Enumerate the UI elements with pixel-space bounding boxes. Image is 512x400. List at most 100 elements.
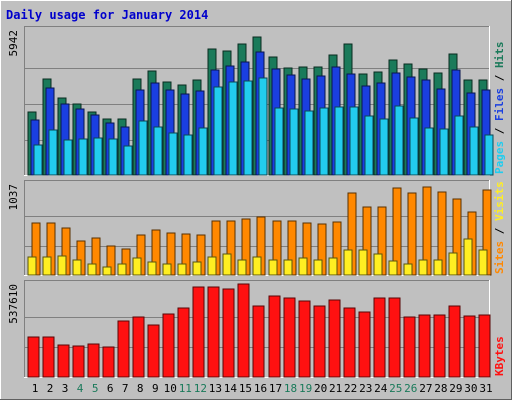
bar-sites-day-13 (207, 256, 217, 276)
bar-sites-day-21 (328, 257, 338, 276)
bar-pages-day-22 (349, 106, 359, 176)
bar-pages-day-26 (409, 117, 419, 176)
bar-pages-day-19 (304, 110, 314, 176)
x-tick-label-day-11: 11 (179, 382, 192, 395)
bar-kbytes-day-23 (358, 311, 371, 378)
bar-pages-day-11 (183, 134, 193, 176)
x-tick-label-day-9: 9 (152, 382, 159, 395)
bar-sites-day-29 (448, 252, 458, 276)
x-tick-label-day-22: 22 (344, 382, 357, 395)
x-tick-label-day-6: 6 (107, 382, 114, 395)
bar-sites-day-9 (147, 261, 157, 276)
bar-kbytes-day-5 (87, 343, 100, 378)
bar-kbytes-day-17 (268, 295, 281, 378)
bar-pages-day-28 (439, 128, 449, 176)
bar-sites-day-14 (222, 253, 232, 276)
x-tick-label-day-18: 18 (284, 382, 297, 395)
x-tick-label-day-29: 29 (449, 382, 462, 395)
panel-2-ymax-label: 1037 (7, 184, 20, 211)
bar-pages-day-31 (484, 134, 494, 176)
panel-visits-sites: 1037 Sites / Visits (7, 180, 506, 276)
x-tick-label-day-7: 7 (122, 382, 129, 395)
panel-kbytes: 537610 KBytes (7, 280, 506, 378)
bar-visits-day-26 (407, 192, 417, 276)
bar-pages-day-2 (48, 129, 58, 176)
bar-sites-day-12 (192, 261, 202, 276)
panel-1-series-label: Pages / Files / Hits (493, 42, 506, 175)
bar-sites-day-15 (237, 259, 247, 276)
bar-kbytes-day-2 (42, 336, 55, 378)
x-tick-label-day-5: 5 (92, 382, 99, 395)
panel-2-series-label: Sites / Visits (493, 181, 506, 274)
bar-kbytes-day-10 (162, 313, 175, 378)
bar-sites-day-4 (72, 259, 82, 276)
x-tick-label-day-12: 12 (194, 382, 207, 395)
bar-sites-day-23 (358, 249, 368, 276)
bar-kbytes-day-26 (403, 316, 416, 378)
chart-title: Daily usage for January 2014 (6, 8, 208, 22)
bar-kbytes-day-27 (418, 314, 431, 378)
x-tick-label-day-30: 30 (464, 382, 477, 395)
bar-pages-day-20 (319, 107, 329, 176)
bar-pages-day-5 (93, 137, 103, 176)
bar-sites-day-1 (27, 256, 37, 276)
x-tick-label-day-16: 16 (254, 382, 267, 395)
bar-sites-day-19 (298, 257, 308, 276)
x-tick-label-day-1: 1 (32, 382, 39, 395)
bar-kbytes-day-13 (207, 286, 220, 378)
bar-sites-day-11 (177, 263, 187, 276)
bar-kbytes-day-22 (343, 307, 356, 378)
bar-pages-day-24 (379, 118, 389, 176)
panel-1-ymax-label: 5942 (7, 30, 20, 57)
bar-kbytes-day-4 (72, 345, 85, 378)
x-tick-label-day-24: 24 (374, 382, 388, 395)
x-tick-label-day-20: 20 (314, 382, 327, 395)
bar-kbytes-day-25 (388, 297, 401, 378)
bar-pages-day-12 (198, 127, 208, 176)
x-tick-label-day-17: 17 (269, 382, 282, 395)
x-tick-label-day-4: 4 (77, 382, 84, 395)
bar-sites-day-31 (478, 249, 488, 276)
bar-sites-day-20 (313, 259, 323, 276)
bar-pages-day-29 (454, 115, 464, 176)
x-tick-label-day-14: 14 (224, 382, 238, 395)
bar-pages-day-30 (469, 126, 479, 176)
x-tick-label-day-28: 28 (434, 382, 447, 395)
bar-sites-day-27 (418, 259, 428, 276)
bar-pages-day-7 (123, 145, 133, 176)
legend-hits: Hits (493, 42, 506, 69)
bar-kbytes-day-19 (298, 300, 311, 378)
x-tick-label-day-15: 15 (239, 382, 252, 395)
bar-pages-day-21 (334, 106, 344, 176)
x-tick-label-day-25: 25 (389, 382, 402, 395)
bar-kbytes-day-20 (313, 305, 326, 378)
legend-visits: Visits (493, 181, 506, 221)
bar-sites-day-25 (388, 260, 398, 276)
bar-sites-day-17 (268, 259, 278, 276)
x-tick-label-day-3: 3 (62, 382, 69, 395)
legend-sites: Sites (493, 241, 506, 274)
legend-kbytes: KBytes (493, 336, 506, 376)
bar-sites-day-10 (162, 263, 172, 276)
legend-pages: Pages (493, 141, 506, 174)
bar-kbytes-day-28 (433, 314, 446, 378)
bar-pages-day-1 (33, 144, 43, 176)
bar-pages-day-13 (213, 86, 223, 176)
x-tick-label-day-8: 8 (137, 382, 144, 395)
bar-sites-day-16 (252, 256, 262, 276)
bar-pages-day-3 (63, 139, 73, 176)
bar-sites-day-7 (117, 263, 127, 276)
bar-sites-day-6 (102, 266, 112, 276)
bar-sites-day-5 (87, 263, 97, 276)
x-tick-label-day-26: 26 (404, 382, 417, 395)
bar-kbytes-day-18 (283, 297, 296, 378)
bar-sites-day-26 (403, 263, 413, 276)
bar-kbytes-day-11 (177, 307, 190, 378)
x-tick-label-day-23: 23 (359, 382, 372, 395)
x-axis-day-labels: 1 2 3 4 5 6 7 8 9 10 11 12 13 14 15 16 17 18 19 20 21 22 23 24 2… (32, 382, 493, 395)
bar-pages-day-18 (289, 108, 299, 176)
bar-sites-day-8 (132, 257, 142, 276)
bar-sites-day-3 (57, 255, 67, 276)
bar-pages-day-10 (168, 132, 178, 176)
